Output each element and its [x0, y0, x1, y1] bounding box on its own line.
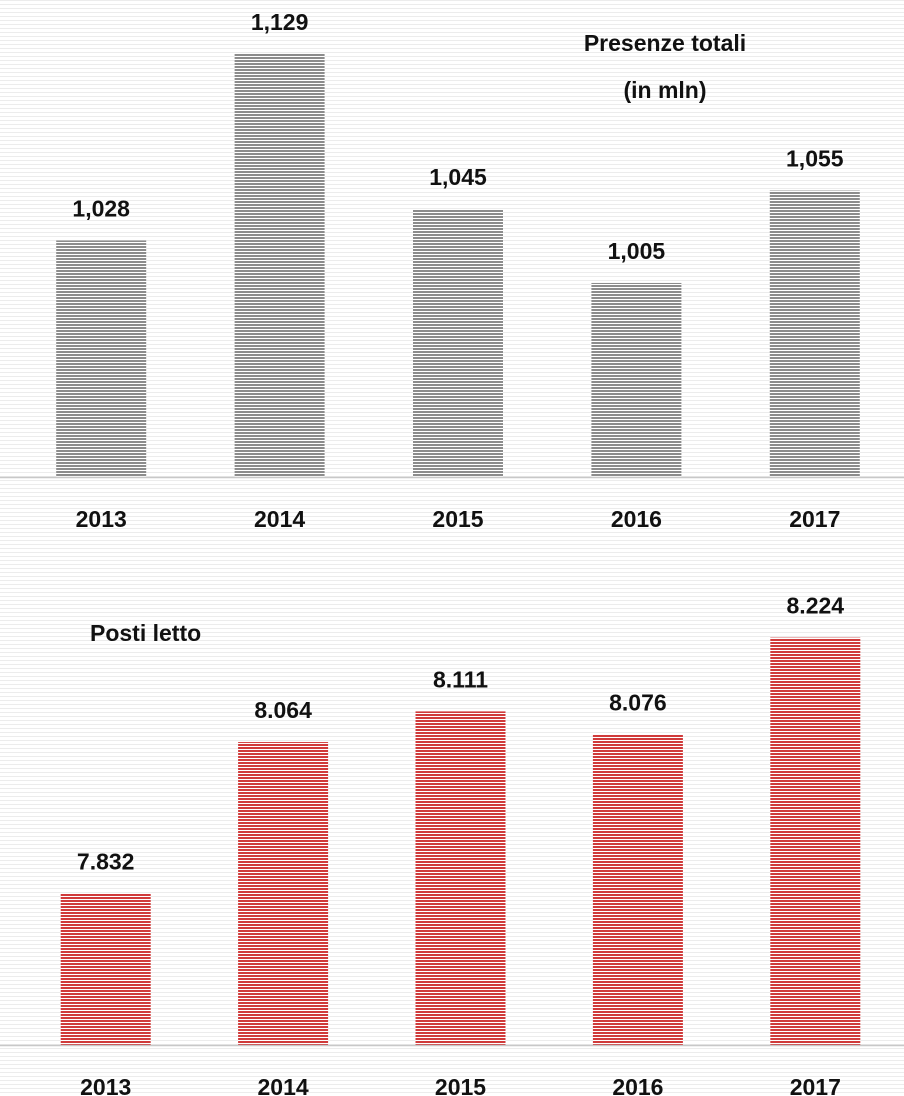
- data-label: 1,129: [251, 9, 309, 35]
- data-label: 1,005: [608, 238, 666, 264]
- data-label: 1,045: [429, 164, 487, 190]
- data-label: 7.832: [77, 849, 135, 875]
- chart-title: Presenze totali: [584, 30, 746, 56]
- bar: [238, 742, 329, 1045]
- x-tick-label: 2013: [76, 506, 127, 532]
- chart-title: Posti letto: [90, 620, 201, 646]
- x-tick-label: 2014: [254, 506, 305, 532]
- x-tick-label: 2015: [432, 506, 483, 532]
- chart-title: (in mln): [623, 77, 706, 103]
- data-label: 8.064: [254, 697, 312, 723]
- data-label: 8.111: [433, 666, 488, 692]
- data-label: 1,055: [786, 146, 844, 172]
- bar: [769, 190, 860, 477]
- data-label: 8.076: [609, 689, 667, 715]
- x-tick-label: 2015: [435, 1074, 486, 1096]
- x-tick-label: 2017: [789, 506, 840, 532]
- x-tick-label: 2016: [611, 506, 662, 532]
- data-label: 1,028: [72, 196, 130, 222]
- bar: [770, 637, 861, 1045]
- bar: [591, 282, 682, 477]
- data-label: 8.224: [787, 593, 845, 619]
- x-tick-label: 2013: [80, 1074, 131, 1096]
- bar: [60, 893, 151, 1045]
- bar: [592, 734, 683, 1045]
- x-tick-label: 2016: [612, 1074, 663, 1096]
- bar: [234, 53, 325, 478]
- bar: [413, 209, 503, 478]
- x-tick-label: 2017: [790, 1074, 841, 1096]
- x-tick-label: 2014: [258, 1074, 309, 1096]
- bar: [56, 240, 147, 477]
- bar: [415, 711, 506, 1045]
